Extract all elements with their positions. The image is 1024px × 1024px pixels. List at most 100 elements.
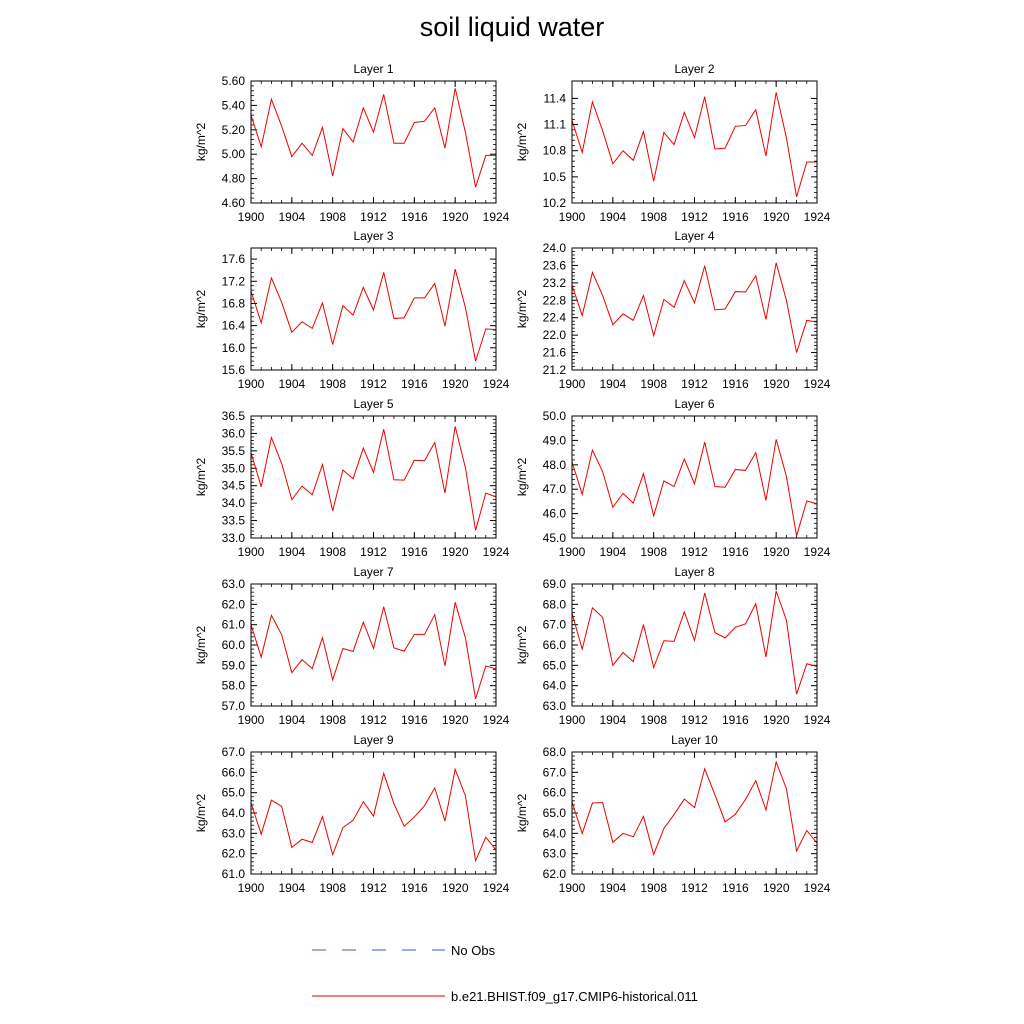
x-tick-label: 1916 (401, 881, 428, 895)
y-tick-label: 21.2 (543, 363, 567, 377)
y-tick-label: 11.4 (544, 91, 567, 105)
series-line (571, 262, 818, 353)
x-tick-label: 1924 (804, 713, 831, 727)
y-tick-label: 60.0 (222, 638, 246, 652)
x-tick-label: 1920 (442, 377, 469, 391)
panel-7: Layer 7 kg/m^2 1900 1904 1908 1912 1916 1920 192… (194, 565, 510, 727)
y-tick-label: 5.40 (222, 98, 246, 112)
y-tick-label: 10.2 (543, 196, 567, 210)
y-tick-label: 36.5 (222, 409, 246, 423)
y-tick-label: 10.5 (543, 170, 567, 184)
plot-frame (250, 415, 497, 539)
x-tick-label: 1912 (681, 713, 708, 727)
y-tick-label: 46.0 (543, 507, 567, 521)
x-tick-label: 1900 (559, 377, 586, 391)
y-tick-label: 11.1 (544, 118, 567, 132)
y-tick-label: 16.4 (222, 319, 246, 333)
y-axis-label: kg/m^2 (515, 458, 529, 497)
y-tick-label: 66.0 (543, 786, 567, 800)
y-tick-label: 34.0 (222, 496, 246, 510)
x-tick-label: 1908 (640, 713, 667, 727)
panel-title: Layer 8 (674, 565, 714, 579)
y-tick-label: 64.0 (543, 826, 567, 840)
y-tick-label: 48.0 (543, 458, 567, 472)
x-tick-label: 1912 (360, 713, 387, 727)
x-tick-label: 1904 (278, 210, 305, 224)
x-tick-label: 1908 (640, 377, 667, 391)
panel-title: Layer 5 (353, 397, 393, 411)
x-tick-label: 1916 (722, 881, 749, 895)
panel-title: Layer 3 (353, 229, 393, 243)
x-tick-label: 1920 (763, 210, 790, 224)
plot-frame (571, 80, 818, 204)
y-tick-label: 68.0 (543, 745, 567, 759)
x-tick-label: 1904 (599, 713, 626, 727)
x-tick-label: 1924 (483, 545, 510, 559)
x-tick-label: 1916 (401, 210, 428, 224)
x-tick-label: 1900 (559, 881, 586, 895)
x-tick-label: 1908 (640, 881, 667, 895)
x-tick-label: 1904 (599, 210, 626, 224)
panel-6: Layer 6 kg/m^2 1900 1904 1908 1912 1916 1920 192… (515, 397, 831, 559)
y-tick-label: 15.6 (222, 363, 246, 377)
x-tick-label: 1912 (681, 210, 708, 224)
x-tick-label: 1908 (319, 210, 346, 224)
x-tick-label: 1916 (722, 210, 749, 224)
y-axis-label: kg/m^2 (194, 458, 208, 497)
y-axis-label: kg/m^2 (515, 794, 529, 833)
x-tick-label: 1920 (442, 210, 469, 224)
series-line (571, 760, 818, 857)
x-tick-label: 1900 (238, 545, 265, 559)
y-tick-label: 50.0 (543, 409, 567, 423)
y-tick-label: 34.5 (222, 479, 246, 493)
y-tick-label: 69.0 (543, 577, 567, 591)
y-axis-label: kg/m^2 (515, 123, 529, 162)
x-tick-label: 1924 (483, 377, 510, 391)
y-tick-label: 63.0 (222, 577, 246, 591)
y-tick-label: 4.80 (222, 172, 246, 186)
y-tick-label: 67.0 (222, 745, 246, 759)
y-tick-label: 5.60 (222, 74, 246, 88)
legend-label-model: b.e21.BHIST.f09_g17.CMIP6-historical.011 (451, 989, 698, 1004)
x-tick-label: 1900 (238, 210, 265, 224)
x-tick-label: 1912 (681, 881, 708, 895)
y-tick-label: 4.60 (222, 196, 246, 210)
panel-10: Layer 10 kg/m^2 1900 1904 1908 1912 1916 1920 19… (515, 733, 831, 895)
y-tick-label: 22.8 (543, 293, 567, 307)
y-tick-label: 17.6 (222, 252, 246, 266)
y-tick-label: 64.0 (222, 806, 246, 820)
plot-frame (571, 751, 818, 875)
x-tick-label: 1900 (559, 545, 586, 559)
y-tick-label: 49.0 (543, 433, 567, 447)
y-tick-label: 33.5 (222, 514, 246, 528)
y-tick-label: 68.0 (543, 597, 567, 611)
x-tick-label: 1904 (278, 881, 305, 895)
y-tick-label: 22.4 (543, 311, 567, 325)
x-tick-label: 1920 (763, 881, 790, 895)
y-axis-label: kg/m^2 (515, 626, 529, 665)
panel-title: Layer 6 (674, 397, 714, 411)
plot-frame (571, 415, 818, 539)
x-tick-label: 1916 (401, 713, 428, 727)
x-tick-label: 1920 (763, 545, 790, 559)
y-tick-label: 16.0 (222, 341, 246, 355)
series-line (250, 767, 497, 863)
x-tick-label: 1912 (681, 377, 708, 391)
x-tick-label: 1900 (238, 713, 265, 727)
x-tick-label: 1912 (360, 377, 387, 391)
x-tick-label: 1912 (681, 545, 708, 559)
plot-frame (250, 80, 497, 204)
y-tick-label: 47.0 (543, 482, 567, 496)
x-tick-label: 1908 (640, 210, 667, 224)
y-tick-label: 67.0 (543, 765, 567, 779)
panel-title: Layer 2 (674, 62, 714, 76)
x-tick-label: 1924 (483, 881, 510, 895)
plot-frame (571, 247, 818, 371)
panel-4: Layer 4 kg/m^2 1900 1904 1908 1912 1916 1920 192… (515, 229, 831, 391)
x-tick-label: 1916 (722, 377, 749, 391)
y-tick-label: 62.0 (222, 847, 246, 861)
y-tick-label: 65.0 (543, 658, 567, 672)
x-tick-label: 1916 (722, 545, 749, 559)
panel-title: Layer 1 (353, 62, 393, 76)
